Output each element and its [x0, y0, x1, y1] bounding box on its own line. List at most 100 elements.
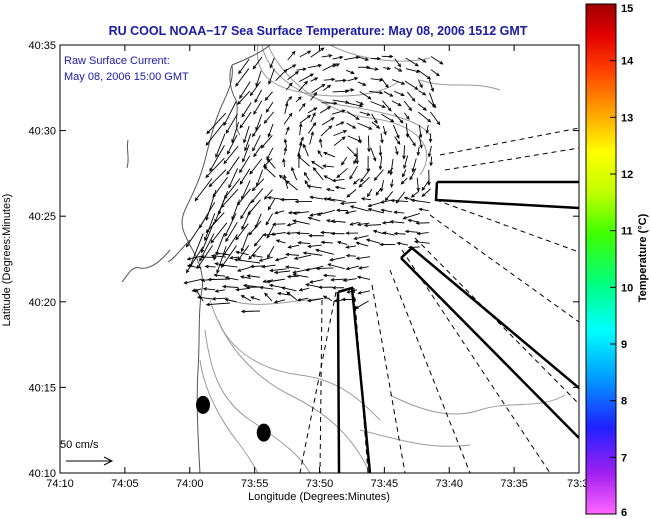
- current-vector: [320, 125, 332, 137]
- colorbar-tick-label: 14: [621, 56, 634, 68]
- current-vector-head: [312, 167, 317, 172]
- current-vector-head: [183, 280, 188, 285]
- current-vector-head: [218, 263, 224, 267]
- current-vector: [337, 241, 348, 245]
- contour-line: [329, 45, 431, 62]
- colorbar-tick-label: 12: [621, 169, 633, 181]
- current-vector: [205, 212, 225, 233]
- current-vector-head: [313, 107, 318, 111]
- current-vector-head: [366, 65, 371, 70]
- current-vector: [267, 198, 276, 210]
- current-vector-head: [185, 243, 190, 248]
- current-vector: [224, 213, 237, 237]
- current-vector-head: [191, 288, 196, 293]
- current-vector-head: [312, 122, 317, 127]
- current-vector: [281, 287, 297, 292]
- current-vector: [332, 56, 343, 60]
- current-vector-head: [358, 139, 362, 144]
- current-vector-head: [353, 160, 357, 165]
- current-vector: [254, 89, 263, 103]
- current-vector: [236, 188, 251, 206]
- current-vector: [206, 112, 227, 134]
- current-vector: [347, 102, 363, 107]
- current-vector-head: [403, 164, 407, 170]
- current-vector-head: [251, 133, 256, 138]
- current-vector: [268, 123, 274, 137]
- current-vector-head: [346, 290, 351, 294]
- current-vector: [210, 222, 228, 244]
- current-vector-head: [354, 305, 359, 310]
- current-vector: [417, 69, 431, 80]
- contour-line: [204, 329, 311, 473]
- current-vector: [402, 169, 407, 177]
- current-vector: [247, 275, 261, 278]
- current-vector-head: [240, 309, 245, 314]
- current-vector: [252, 135, 261, 151]
- current-vector: [313, 167, 324, 181]
- current-vector-head: [205, 302, 210, 307]
- current-vector-head: [413, 240, 419, 244]
- current-vector-head: [196, 295, 202, 300]
- current-vector-head: [285, 180, 290, 185]
- current-vector-head: [336, 174, 341, 179]
- current-vector: [333, 136, 346, 147]
- solid-wedge: [434, 180, 579, 210]
- current-vector-head: [243, 139, 247, 144]
- current-vector-head: [235, 236, 240, 241]
- current-vector-head: [244, 147, 248, 152]
- current-vector-head: [374, 67, 379, 71]
- current-vector: [370, 78, 383, 81]
- current-vector: [225, 221, 238, 242]
- current-vector: [274, 270, 291, 274]
- current-vector: [382, 125, 387, 135]
- current-vector-head: [199, 257, 203, 262]
- current-vector-head: [297, 152, 301, 157]
- current-vector: [408, 246, 420, 249]
- current-vector-head: [390, 198, 395, 203]
- current-vector: [323, 165, 334, 168]
- current-vector: [315, 249, 335, 255]
- current-vector-head: [204, 236, 208, 242]
- current-vector: [284, 139, 288, 148]
- current-vector-head: [245, 285, 251, 290]
- current-vector-head: [342, 78, 348, 83]
- current-vector-head: [270, 232, 275, 236]
- current-vector-head: [422, 106, 427, 111]
- current-vector-head: [350, 70, 355, 75]
- current-vector: [266, 223, 275, 239]
- current-vector-head: [242, 283, 248, 288]
- current-vector: [225, 276, 239, 281]
- current-vector: [186, 220, 205, 247]
- current-vector-head: [205, 174, 210, 179]
- current-vector-head: [346, 193, 351, 198]
- current-vector-head: [214, 289, 219, 293]
- current-vector: [380, 199, 393, 203]
- current-vector-head: [214, 262, 219, 266]
- current-vector-head: [427, 118, 432, 123]
- current-vector-head: [379, 242, 384, 247]
- current-vector: [298, 81, 308, 92]
- current-vector: [353, 178, 360, 185]
- current-vector-head: [311, 160, 316, 165]
- current-vector: [358, 135, 361, 143]
- current-vector-head: [305, 283, 310, 287]
- current-vector-head: [274, 210, 279, 215]
- current-vector: [310, 92, 317, 101]
- colorbar-tick-label: 8: [621, 396, 627, 408]
- current-vector: [248, 245, 261, 260]
- current-vector: [264, 189, 273, 200]
- x-tick-label: 73:45: [371, 478, 399, 490]
- current-vector: [414, 241, 430, 244]
- current-vector: [287, 222, 297, 226]
- current-vector-head: [297, 241, 302, 245]
- current-vector-head: [308, 280, 314, 284]
- current-vector: [350, 205, 369, 212]
- current-vector: [230, 256, 240, 259]
- current-vector-head: [281, 286, 286, 290]
- current-vector-head: [320, 240, 325, 245]
- current-vector-head: [330, 278, 335, 282]
- current-vector-head: [239, 169, 243, 174]
- current-vector: [344, 56, 360, 61]
- current-vector: [307, 185, 322, 189]
- current-vector-head: [310, 131, 314, 136]
